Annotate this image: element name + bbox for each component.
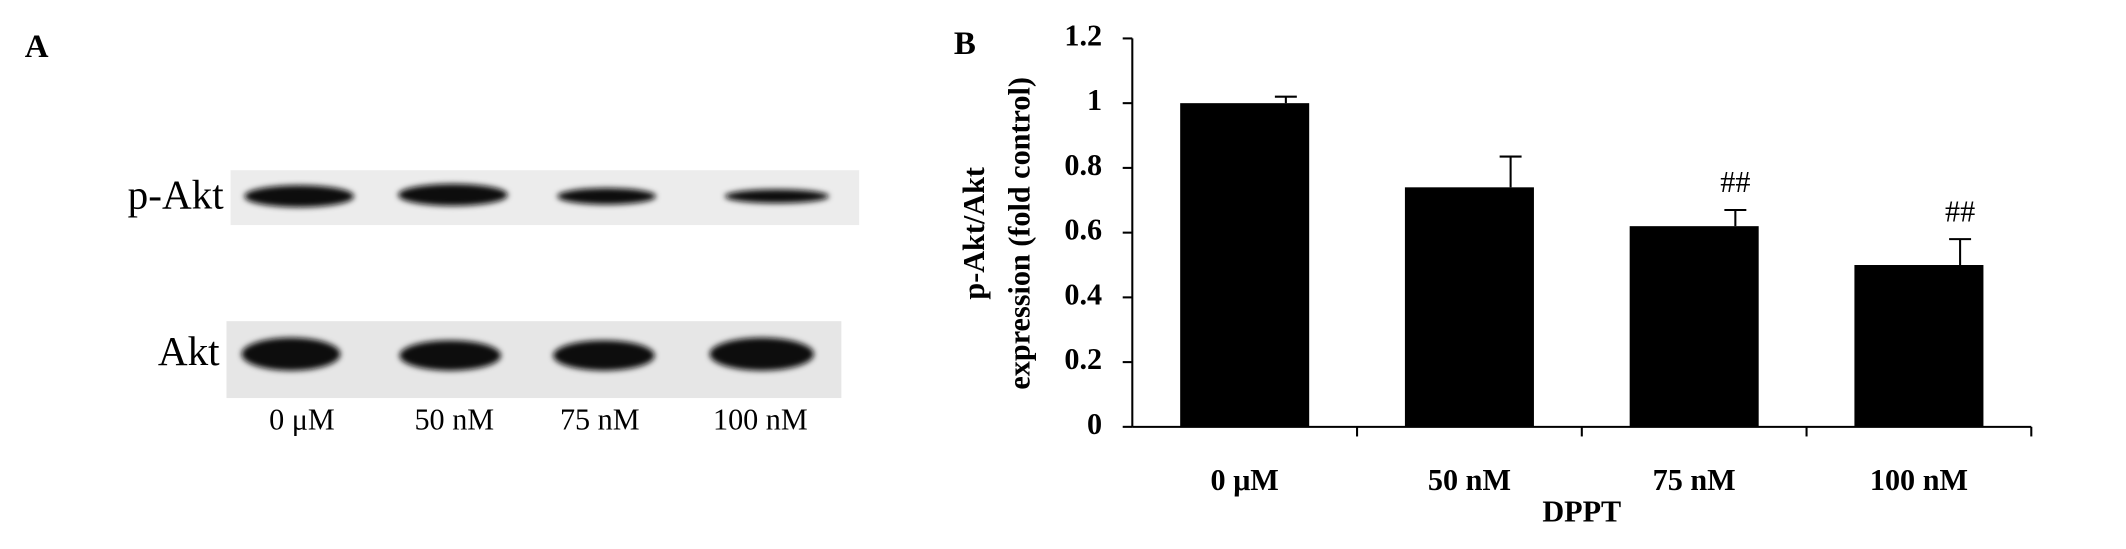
bar bbox=[1629, 226, 1759, 427]
y-tick-label: 0.2 bbox=[1064, 342, 1102, 376]
y-axis-title: expression (fold control) bbox=[1002, 77, 1036, 389]
band bbox=[553, 340, 655, 371]
panel-a: A p-Akt Akt 0 μM 50 nM 75 nM 100 nM bbox=[25, 29, 860, 437]
bar bbox=[1180, 103, 1310, 427]
row-label: p-Akt bbox=[128, 171, 225, 217]
y-axis-title: p-Akt/Akt bbox=[957, 167, 991, 300]
y-tick-label: 1.2 bbox=[1064, 18, 1102, 52]
band bbox=[244, 185, 355, 208]
lane-label: 50 nM bbox=[414, 403, 494, 437]
x-tick-label: 50 nM bbox=[1428, 463, 1511, 497]
y-tick-label: 0.8 bbox=[1064, 148, 1102, 182]
y-tick-label: 0.4 bbox=[1064, 277, 1102, 311]
panel-label: A bbox=[25, 29, 49, 65]
x-tick-label: 0 μM bbox=[1211, 463, 1279, 497]
band bbox=[724, 189, 829, 204]
lane-label: 0 μM bbox=[269, 403, 335, 437]
panel-b: B 0 0.2 0.4 0.6 0.8 1 1.2 0 μM 50 nM 75 nM ## 100 n… bbox=[954, 18, 2033, 529]
significance-label: ## bbox=[1720, 165, 1750, 199]
y-tick-label: 0.6 bbox=[1064, 213, 1102, 247]
band bbox=[398, 183, 508, 206]
band bbox=[399, 340, 501, 371]
x-tick-label: 75 nM bbox=[1653, 463, 1736, 497]
x-tick-label: 100 nM bbox=[1870, 463, 1968, 497]
band bbox=[241, 337, 341, 371]
lane-label: 100 nM bbox=[713, 403, 808, 437]
row-label: Akt bbox=[158, 328, 220, 374]
bar bbox=[1404, 187, 1534, 427]
y-tick-label: 1 bbox=[1087, 83, 1102, 117]
panel-label: B bbox=[954, 26, 976, 62]
bar bbox=[1854, 265, 1984, 427]
significance-label: ## bbox=[1945, 194, 1975, 228]
lane-label: 75 nM bbox=[560, 403, 640, 437]
band bbox=[557, 188, 657, 205]
blot-bands bbox=[241, 183, 829, 371]
y-tick-label: 0 bbox=[1087, 407, 1102, 441]
x-axis-title: DPPT bbox=[1542, 495, 1621, 529]
band bbox=[709, 337, 814, 371]
